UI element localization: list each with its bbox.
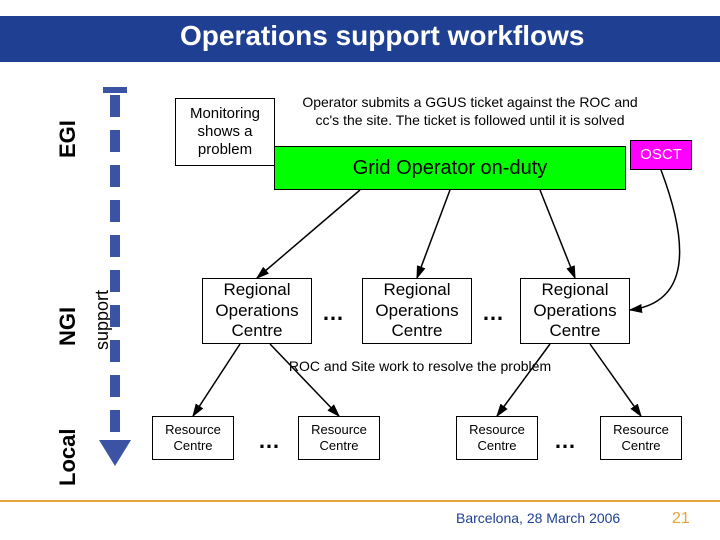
layer-label-ngi: NGI xyxy=(55,307,81,346)
slide-root: Operations support workflows EGI NGI Loc… xyxy=(0,0,720,540)
osct-box: OSCT xyxy=(630,140,692,170)
roc-box: Regional Operations Centre xyxy=(202,278,312,344)
resource-centre-box: Resource Centre xyxy=(298,416,380,460)
support-label: support xyxy=(92,290,113,350)
slide-title: Operations support workflows xyxy=(180,20,584,52)
resource-centre-box: Resource Centre xyxy=(152,416,234,460)
footer-location: Barcelona, 28 March 2006 xyxy=(456,510,620,526)
ellipsis: … xyxy=(322,300,344,326)
operator-description: Operator submits a GGUS ticket against t… xyxy=(290,94,650,129)
ellipsis: … xyxy=(554,428,576,454)
ellipsis: … xyxy=(258,428,280,454)
roc-box: Regional Operations Centre xyxy=(520,278,630,344)
layer-label-egi: EGI xyxy=(55,120,81,158)
grid-operator-box: Grid Operator on-duty xyxy=(274,146,626,190)
resource-centre-box: Resource Centre xyxy=(456,416,538,460)
slide-number: 21 xyxy=(672,510,690,528)
resource-centre-box: Resource Centre xyxy=(600,416,682,460)
footer-divider xyxy=(0,500,720,502)
ellipsis: … xyxy=(482,300,504,326)
monitoring-box: Monitoring shows a problem xyxy=(175,98,275,166)
layer-label-local: Local xyxy=(55,429,81,486)
roc-work-text: ROC and Site work to resolve the problem xyxy=(230,358,610,376)
roc-box: Regional Operations Centre xyxy=(362,278,472,344)
